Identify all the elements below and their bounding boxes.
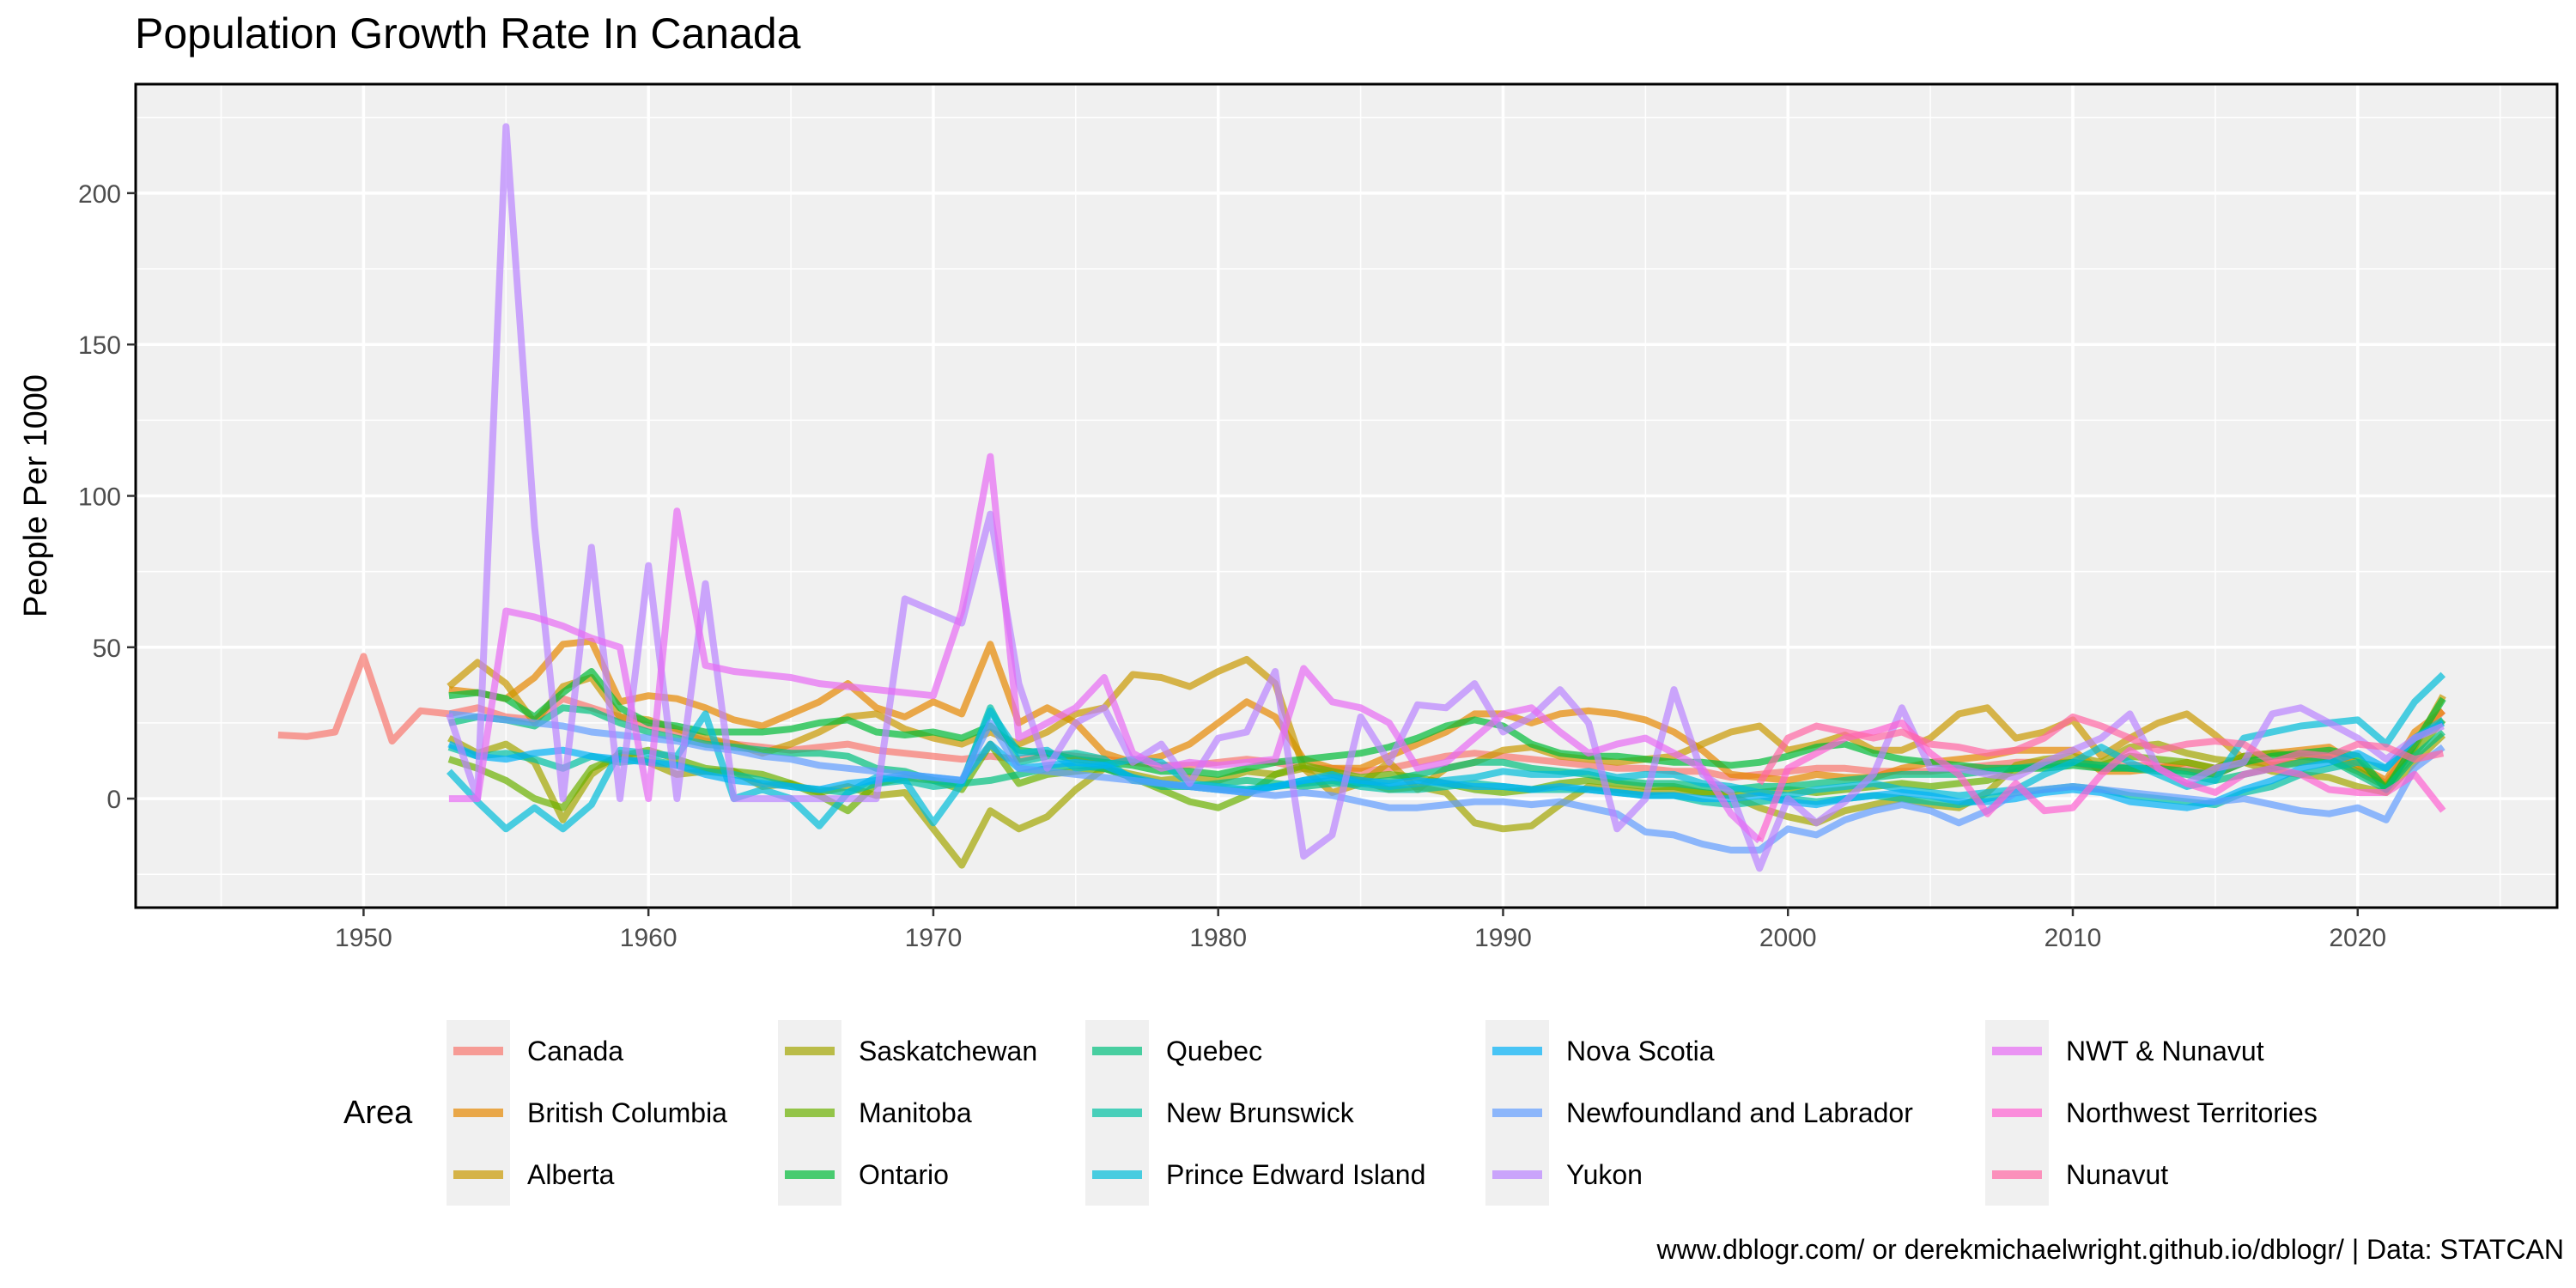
y-tick-label: 0 [106, 786, 121, 814]
legend-label: Nova Scotia [1566, 1036, 1715, 1066]
legend-label: Newfoundland and Labrador [1566, 1097, 1913, 1128]
x-tick-label: 1950 [335, 924, 392, 952]
x-tick-label: 2020 [2329, 924, 2386, 952]
series-lines [277, 123, 2446, 872]
legend: Area Canada British Columbia Alberta Saskatc… [343, 1020, 2318, 1206]
series-line-newfoundland-and-labrador [448, 710, 2445, 854]
chart-title: Population Growth Rate In Canada [135, 9, 801, 58]
legend-label: Manitoba [859, 1097, 972, 1128]
legend-label: Canada [527, 1036, 623, 1066]
legend-label: Quebec [1166, 1036, 1262, 1066]
y-axis-title: People Per 1000 [18, 374, 54, 617]
legend-label: Saskatchewan [859, 1036, 1037, 1066]
x-tick-label: 1980 [1189, 924, 1247, 952]
legend-label: NWT & Nunavut [2066, 1036, 2264, 1066]
series-line-northwest-territories [1756, 719, 2446, 842]
x-tick-label: 2000 [1759, 924, 1817, 952]
x-tick-label: 1970 [905, 924, 963, 952]
legend-label: Nunavut [2066, 1159, 2168, 1190]
legend-label: Alberta [527, 1159, 615, 1190]
series-line-nova-scotia [447, 720, 2445, 811]
legend-label: New Brunswick [1166, 1097, 1355, 1128]
x-tick-label: 1960 [620, 924, 677, 952]
legend-label: Ontario [859, 1159, 949, 1190]
series-line-nunavut [1756, 713, 2445, 786]
y-tick-label: 50 [93, 635, 121, 663]
chart-caption: www.dblogr.com/ or derekmichaelwright.gi… [1656, 1234, 2564, 1265]
legend-label: Prince Edward Island [1166, 1159, 1425, 1190]
legend-title: Area [343, 1095, 413, 1131]
y-tick-label: 150 [78, 331, 121, 360]
x-tick-label: 1990 [1474, 924, 1532, 952]
legend-label: British Columbia [527, 1097, 727, 1128]
series-line-nwt-nunavut [448, 453, 1762, 844]
axes: 1950 1960 1970 1980 1990 2000 2010 2020 0 50 100 15… [18, 82, 2559, 952]
y-tick-label: 100 [78, 483, 121, 512]
y-tick-label: 200 [78, 180, 121, 209]
legend-label: Northwest Territories [2066, 1097, 2318, 1128]
legend-label: Yukon [1566, 1159, 1643, 1190]
x-tick-label: 2010 [2044, 924, 2102, 952]
